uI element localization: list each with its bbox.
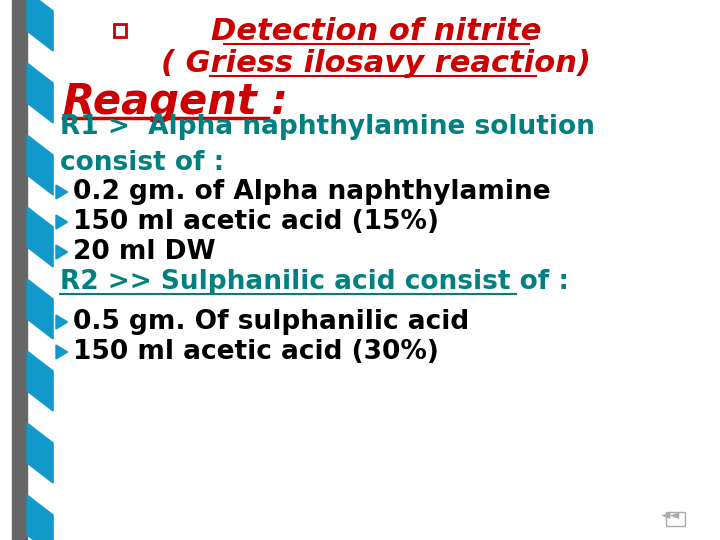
- Polygon shape: [27, 63, 53, 123]
- Text: 0.2 gm. of Alpha naphthylamine: 0.2 gm. of Alpha naphthylamine: [73, 179, 551, 205]
- Text: Detection of nitrite: Detection of nitrite: [211, 17, 541, 46]
- Polygon shape: [27, 0, 53, 51]
- Text: ◄◄: ◄◄: [662, 509, 680, 522]
- Polygon shape: [27, 495, 53, 540]
- Polygon shape: [56, 345, 68, 359]
- Polygon shape: [27, 279, 53, 339]
- Bar: [12, 0, 27, 540]
- Polygon shape: [27, 423, 53, 483]
- Polygon shape: [56, 185, 68, 199]
- Polygon shape: [56, 315, 68, 329]
- Bar: [666, 512, 685, 526]
- Text: ( Griess ilosavy reaction): ( Griess ilosavy reaction): [161, 50, 592, 78]
- Polygon shape: [27, 207, 53, 267]
- Text: Reagent :: Reagent :: [63, 81, 287, 123]
- Text: 0.5 gm. Of sulphanilic acid: 0.5 gm. Of sulphanilic acid: [73, 309, 469, 335]
- Polygon shape: [56, 245, 68, 259]
- Text: 150 ml acetic acid (30%): 150 ml acetic acid (30%): [73, 339, 439, 365]
- Text: 20 ml DW: 20 ml DW: [73, 239, 216, 265]
- Polygon shape: [56, 215, 68, 229]
- Polygon shape: [27, 135, 53, 195]
- Polygon shape: [27, 351, 53, 411]
- Text: 150 ml acetic acid (15%): 150 ml acetic acid (15%): [73, 209, 439, 235]
- Text: R2 >> Sulphanilic acid consist of :: R2 >> Sulphanilic acid consist of :: [60, 269, 569, 295]
- Text: R1 >  Alpha naphthylamine solution
consist of :: R1 > Alpha naphthylamine solution consis…: [60, 114, 595, 176]
- Bar: [114, 24, 127, 37]
